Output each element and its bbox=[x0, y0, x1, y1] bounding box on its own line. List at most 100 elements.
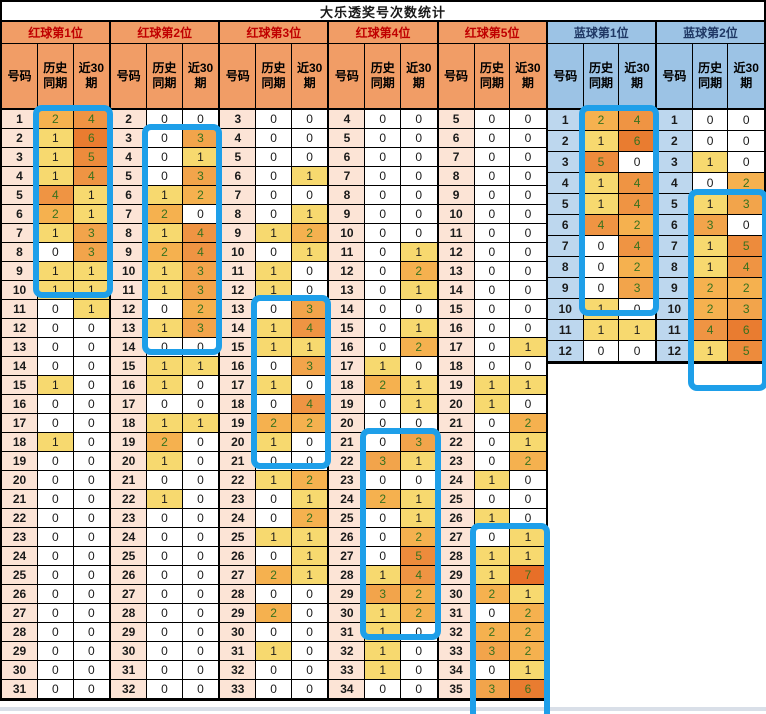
group-title: 蓝球第2位 bbox=[656, 22, 764, 44]
history-cell: 0 bbox=[38, 395, 74, 413]
recent30-cell: 0 bbox=[73, 395, 110, 413]
data-row: 14 0 0 bbox=[329, 300, 437, 319]
history-cell: 0 bbox=[474, 528, 511, 546]
history-cell: 1 bbox=[365, 566, 401, 584]
recent30-cell: 0 bbox=[291, 661, 328, 679]
number-cell: 9 bbox=[547, 278, 584, 298]
number-cell: 30 bbox=[438, 585, 475, 603]
recent30-cell: 4 bbox=[291, 395, 328, 413]
data-row: 19 1 1 bbox=[438, 376, 546, 395]
history-cell: 0 bbox=[147, 167, 183, 185]
recent30-cell: 0 bbox=[73, 566, 110, 584]
data-row: 31 0 0 bbox=[2, 680, 110, 699]
data-row: 24 0 0 bbox=[111, 528, 219, 547]
history-cell: 0 bbox=[365, 338, 401, 356]
data-row: 28 1 1 bbox=[438, 547, 546, 566]
number-cell: 8 bbox=[2, 243, 38, 261]
recent30-cell: 0 bbox=[73, 547, 110, 565]
recent30-col-header: 近30期 bbox=[619, 44, 655, 108]
number-cell: 9 bbox=[220, 224, 257, 242]
number-cell: 27 bbox=[220, 566, 257, 584]
groups-grid: 红球第1位 号码 历史同期 近30期 1 2 4 2 1 6 3 1 5 4 1 4 5 4 1 6 2 1 7 1 3 8 0 3 9… bbox=[0, 22, 766, 714]
recent30-cell: 4 bbox=[619, 194, 655, 214]
number-cell: 29 bbox=[438, 566, 475, 584]
history-cell: 2 bbox=[474, 623, 511, 641]
recent30-cell: 0 bbox=[510, 357, 546, 375]
recent30-cell: 2 bbox=[182, 186, 219, 204]
data-row: 11 0 0 bbox=[438, 224, 546, 243]
number-cell: 4 bbox=[220, 129, 257, 147]
number-cell: 27 bbox=[111, 585, 148, 603]
number-cell: 26 bbox=[220, 547, 257, 565]
group-title: 红球第4位 bbox=[329, 22, 437, 44]
recent30-cell: 0 bbox=[728, 215, 764, 235]
recent30-cell: 2 bbox=[619, 257, 655, 277]
group-title: 蓝球第1位 bbox=[547, 22, 655, 44]
data-row: 25 1 1 bbox=[220, 528, 328, 547]
data-row: 25 0 0 bbox=[438, 490, 546, 509]
data-row: 21 0 3 bbox=[329, 433, 437, 452]
data-row: 31 1 0 bbox=[220, 642, 328, 661]
recent30-cell: 5 bbox=[400, 547, 437, 565]
data-row: 27 0 0 bbox=[2, 604, 110, 623]
history-cell: 1 bbox=[365, 661, 401, 679]
number-cell: 2 bbox=[547, 131, 584, 151]
data-row: 13 0 0 bbox=[438, 262, 546, 281]
recent30-cell: 0 bbox=[73, 623, 110, 641]
history-cell: 0 bbox=[474, 129, 511, 147]
recent30-cell: 2 bbox=[510, 642, 546, 660]
history-cell: 0 bbox=[365, 129, 401, 147]
data-row: 31 0 2 bbox=[438, 604, 546, 623]
recent30-cell: 3 bbox=[619, 278, 655, 298]
number-cell: 30 bbox=[2, 661, 38, 679]
number-cell: 12 bbox=[220, 281, 257, 299]
number-cell: 13 bbox=[2, 338, 38, 356]
history-cell: 2 bbox=[365, 490, 401, 508]
data-row: 27 0 5 bbox=[329, 547, 437, 566]
data-row: 15 1 1 bbox=[220, 338, 328, 357]
number-cell: 19 bbox=[220, 414, 257, 432]
history-cell: 1 bbox=[38, 224, 74, 242]
data-row: 11 0 1 bbox=[329, 243, 437, 262]
history-cell: 1 bbox=[256, 433, 292, 451]
number-cell: 20 bbox=[220, 433, 257, 451]
number-cell: 12 bbox=[329, 262, 366, 280]
number-cell: 25 bbox=[438, 490, 475, 508]
recent30-cell: 0 bbox=[182, 452, 219, 470]
history-cell: 1 bbox=[474, 376, 511, 394]
data-row: 30 0 0 bbox=[111, 642, 219, 661]
history-cell: 2 bbox=[474, 585, 511, 603]
number-cell: 21 bbox=[438, 414, 475, 432]
column-headers-row: 号码 历史同期 近30期 bbox=[220, 44, 328, 110]
data-row: 10 2 3 bbox=[656, 299, 764, 320]
number-cell: 14 bbox=[438, 281, 475, 299]
recent30-cell: 0 bbox=[619, 152, 655, 172]
recent30-cell: 2 bbox=[400, 604, 437, 622]
data-row: 15 1 1 bbox=[111, 357, 219, 376]
history-col-header: 历史同期 bbox=[474, 44, 511, 108]
group-title: 红球第3位 bbox=[220, 22, 328, 44]
history-cell: 1 bbox=[365, 604, 401, 622]
group-title: 红球第2位 bbox=[111, 22, 219, 44]
number-cell: 2 bbox=[656, 131, 693, 151]
number-cell: 10 bbox=[547, 299, 584, 319]
recent30-cell: 2 bbox=[510, 623, 546, 641]
number-cell: 6 bbox=[329, 148, 366, 166]
recent30-cell: 0 bbox=[510, 167, 546, 185]
recent30-cell: 2 bbox=[510, 452, 546, 470]
data-row: 30 0 0 bbox=[220, 623, 328, 642]
data-row: 17 1 0 bbox=[329, 357, 437, 376]
data-row: 26 0 2 bbox=[329, 528, 437, 547]
recent30-cell: 0 bbox=[73, 376, 110, 394]
number-cell: 21 bbox=[2, 490, 38, 508]
data-row: 28 1 4 bbox=[329, 566, 437, 585]
recent30-cell: 1 bbox=[510, 376, 546, 394]
recent30-cell: 0 bbox=[728, 131, 764, 151]
